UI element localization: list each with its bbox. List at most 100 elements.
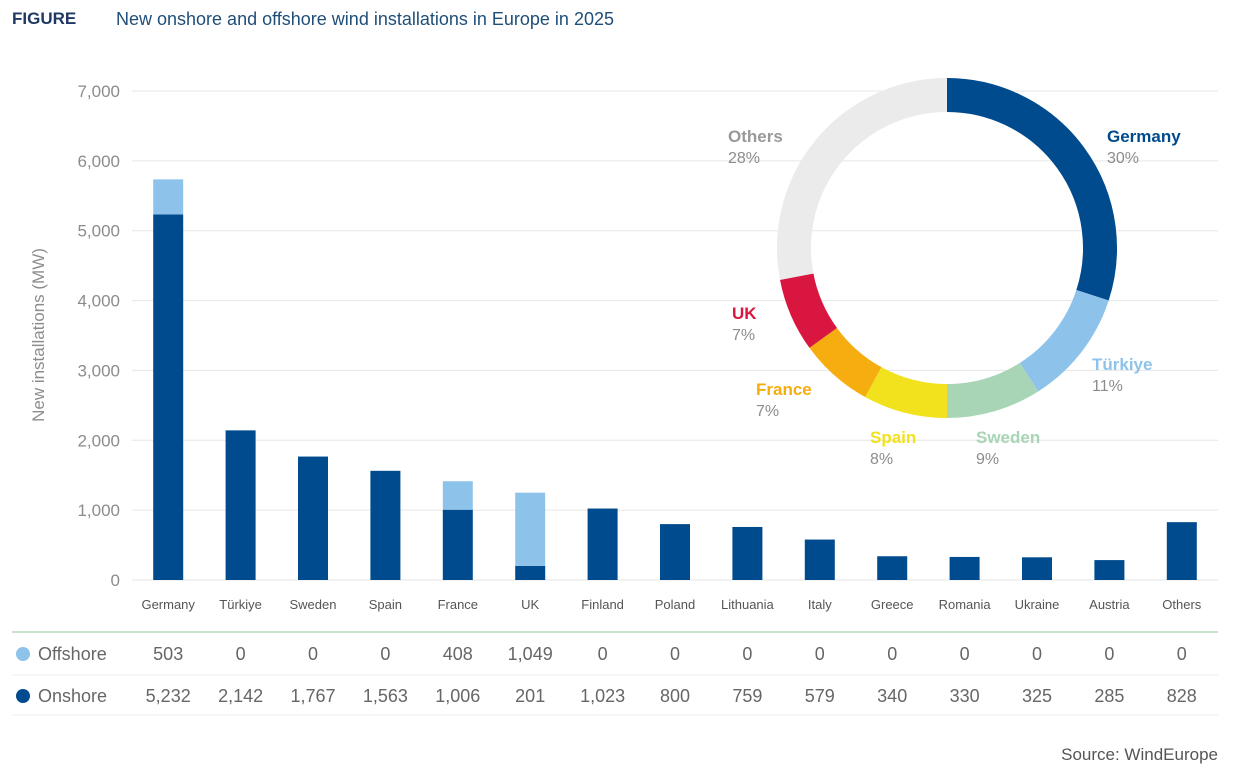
donut-slice-5 [780,273,838,348]
donut-label-name: Türkiye [1092,355,1152,374]
y-axis-ticks: 0 1,000 2,000 3,000 4,000 5,000 6,000 7,000 [77,82,120,590]
table-value: 579 [805,686,835,706]
donut-label-name: Sweden [976,428,1040,447]
bar-onshore-11 [949,556,980,580]
table-value: 0 [1177,644,1187,664]
x-tick-label: Germany [141,597,195,612]
table-value: 0 [1032,644,1042,664]
table-value: 0 [308,644,318,664]
x-tick-label: Türkiye [219,597,262,612]
legend-dot [16,647,30,661]
table-value: 0 [815,644,825,664]
table-value: 0 [887,644,897,664]
donut-label-percent: 28% [728,150,760,167]
donut-slice-3 [865,366,948,418]
donut-labels: Germany 30% Türkiye 11% Sweden 9% Spain 8% Franc… [728,127,1181,468]
donut-slice-2 [946,362,1039,418]
y-tick-label: 3,000 [77,361,120,380]
donut-slice-0 [946,78,1117,301]
data-table: Offshore 503 0 0 0 408 1,049 0 0 0 0 0 0 0 0 0 Onshore 5,… [12,631,1218,716]
table-value: 5,232 [146,686,191,706]
table-value: 1,006 [435,686,480,706]
x-tick-label: Greece [871,597,914,612]
table-value: 285 [1094,686,1124,706]
x-tick-label: Spain [369,597,402,612]
table-value: 0 [236,644,246,664]
x-axis-ticks: Germany Türkiye Sweden Spain France UK Finland… [141,597,1201,612]
table-value: 0 [1104,644,1114,664]
table-value: 201 [515,686,545,706]
donut-chart [777,78,1117,418]
donut-label-name: UK [732,304,757,323]
bar-onshore-7 [660,524,690,580]
table-value: 2,142 [218,686,263,706]
table-value: 1,023 [580,686,625,706]
y-tick-label: 5,000 [77,222,120,241]
bar-onshore-6 [587,508,618,580]
bar-onshore-4 [442,509,473,580]
bar-onshore-3 [370,470,401,580]
x-tick-label: Others [1162,597,1202,612]
y-tick-label: 2,000 [77,431,120,450]
bar-offshore-0 [153,179,184,215]
y-tick-label: 7,000 [77,82,120,101]
bar-onshore-5 [515,565,546,580]
stacked-bars [153,179,1197,580]
table-value: 330 [950,686,980,706]
y-tick-label: 0 [111,571,120,590]
table-value: 1,049 [508,644,553,664]
table-value: 0 [380,644,390,664]
table-value: 800 [660,686,690,706]
figure-header: FIGURE New onshore and offshore wind ins… [12,8,614,30]
table-value: 0 [670,644,680,664]
donut-label-percent: 9% [976,451,999,468]
bar-onshore-13 [1094,560,1125,580]
x-tick-label: UK [521,597,539,612]
y-tick-label: 1,000 [77,501,120,520]
x-tick-label: Italy [808,597,832,612]
table-value: 0 [960,644,970,664]
x-tick-label: Finland [581,597,624,612]
x-tick-label: Lithuania [721,597,775,612]
x-tick-label: Sweden [290,597,337,612]
table-value: 759 [732,686,762,706]
donut-label-name: Others [728,127,783,146]
bar-onshore-0 [153,214,184,580]
donut-label-name: France [756,380,812,399]
donut-label-percent: 8% [870,451,893,468]
figure-title: New onshore and offshore wind installati… [116,8,614,29]
donut-slice-1 [1019,289,1109,392]
bar-offshore-4 [442,481,473,510]
bar-offshore-5 [515,492,546,566]
bar-onshore-9 [804,539,835,580]
bar-onshore-14 [1166,522,1197,580]
table-value: 340 [877,686,907,706]
table-value: 408 [443,644,473,664]
donut-label-percent: 11% [1092,378,1123,395]
x-tick-label: Ukraine [1015,597,1060,612]
figure-label: FIGURE [12,9,77,28]
legend-dot [16,689,30,703]
legend-label: Onshore [38,686,107,706]
bar-onshore-8 [732,526,763,580]
donut-label-percent: 30% [1107,150,1139,167]
y-tick-label: 4,000 [77,292,120,311]
donut-label-name: Germany [1107,127,1181,146]
y-tick-label: 6,000 [77,152,120,171]
table-value: 828 [1167,686,1197,706]
table-value: 0 [742,644,752,664]
donut-label-name: Spain [870,428,916,447]
x-tick-label: Romania [939,597,992,612]
table-value: 503 [153,644,183,664]
legend-label: Offshore [38,644,107,664]
table-value: 325 [1022,686,1052,706]
x-tick-label: France [438,597,478,612]
donut-label-percent: 7% [732,327,755,344]
x-tick-label: Poland [655,597,695,612]
donut-slice-4 [809,327,882,397]
source-note: Source: WindEurope [1061,745,1218,764]
x-tick-label: Austria [1089,597,1130,612]
donut-slice-6 [777,78,948,280]
table-value: 1,563 [363,686,408,706]
